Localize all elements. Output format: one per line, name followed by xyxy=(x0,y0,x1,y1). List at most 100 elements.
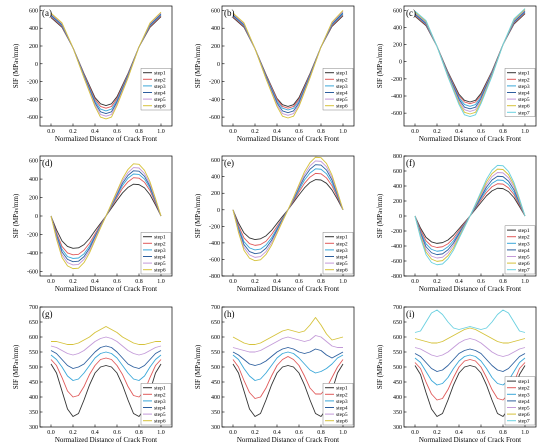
y-tick-label: 200 xyxy=(393,199,402,205)
y-tick-label: -600 xyxy=(391,259,402,265)
x-tick-label: 0.2 xyxy=(433,430,441,436)
y-tick-label: 600 xyxy=(393,8,402,14)
x-tick-label: 0.8 xyxy=(135,430,143,436)
y-tick-label: -800 xyxy=(209,274,220,280)
legend-entry: step4 xyxy=(154,406,166,412)
y-tick-label: 600 xyxy=(211,158,220,164)
y-tick-label: -200 xyxy=(209,80,220,86)
panel-label: (b) xyxy=(224,8,235,18)
series-line-step4 xyxy=(50,345,162,369)
subplot-d: 0.0 0.2 0.4 0.6 0.8 1.0 -600 -400 -200 0 200 400 600… xyxy=(12,155,173,293)
y-axis-label: SIF (MPa√mm) xyxy=(376,344,384,389)
x-tick-label: 0.2 xyxy=(433,129,441,135)
x-tick-label: 0.0 xyxy=(47,129,55,135)
panel-label: (h) xyxy=(224,309,235,319)
x-axis-label: Normalized Distance of Crack Front xyxy=(237,285,339,293)
x-tick-label: 0.0 xyxy=(229,129,237,135)
y-tick-label: 400 xyxy=(393,184,402,190)
legend-box xyxy=(322,383,354,426)
x-tick-label: 0.4 xyxy=(91,430,99,436)
panel-label: (d) xyxy=(42,158,53,168)
y-tick-label: -200 xyxy=(391,77,402,83)
legend-entry: step6 xyxy=(154,104,166,110)
x-tick-label: 0.2 xyxy=(251,430,259,436)
y-tick-label: 300 xyxy=(393,425,402,431)
subplot-a: 0.0 0.2 0.4 0.6 0.8 1.0 -600 -400 -200 0 200 400 600… xyxy=(12,5,173,143)
y-tick-label: -600 xyxy=(27,115,38,121)
y-axis-label: SIF (MPa√mm) xyxy=(194,193,202,238)
y-tick-label: 600 xyxy=(211,335,220,341)
y-tick-label: 700 xyxy=(393,305,402,311)
legend-entry: step6 xyxy=(336,268,348,274)
y-tick-label: 700 xyxy=(211,305,220,311)
legend-entry: step6 xyxy=(518,104,530,110)
x-tick-label: 0.4 xyxy=(273,279,281,285)
legend-entry: step2 xyxy=(518,235,530,241)
legend-entry: step6 xyxy=(518,261,530,267)
y-tick-label: 450 xyxy=(393,380,402,386)
y-tick-label: 650 xyxy=(29,320,38,326)
x-tick-label: 1.0 xyxy=(339,129,347,135)
x-tick-label: 0.0 xyxy=(229,279,237,285)
x-tick-label: 0.6 xyxy=(113,279,121,285)
y-tick-label: 600 xyxy=(29,335,38,341)
y-tick-label: 0 xyxy=(217,62,220,68)
x-tick-label: 0.8 xyxy=(317,129,325,135)
y-tick-label: 0 xyxy=(399,214,402,220)
x-tick-label: 0.0 xyxy=(47,430,55,436)
legend-entry: step3 xyxy=(336,399,348,405)
x-tick-label: 0.4 xyxy=(273,430,281,436)
x-tick-label: 0.4 xyxy=(91,279,99,285)
legend-entry: step6 xyxy=(336,419,348,425)
y-tick-label: -400 xyxy=(27,97,38,103)
legend-entry: step5 xyxy=(518,97,530,103)
y-tick-label: 600 xyxy=(29,8,38,14)
y-tick-label: 0 xyxy=(399,60,402,66)
legend-entry: step5 xyxy=(154,261,166,267)
legend-entry: step1 xyxy=(518,379,530,385)
y-tick-label: -400 xyxy=(209,97,220,103)
legend-entry: step4 xyxy=(518,399,530,405)
series-line-step3 xyxy=(232,351,344,381)
legend-box xyxy=(140,232,172,275)
x-tick-label: 0.2 xyxy=(69,430,77,436)
y-tick-label: 650 xyxy=(393,320,402,326)
y-tick-label: 600 xyxy=(211,8,220,14)
series-line-step6 xyxy=(232,156,344,262)
legend-entry: step2 xyxy=(154,241,166,247)
y-tick-label: 300 xyxy=(29,425,38,431)
subplot-b: 0.0 0.2 0.4 0.6 0.8 1.0 -600 -400 -200 0 200 400 600… xyxy=(194,5,355,143)
y-axis-label: SIF (MPa√mm) xyxy=(12,193,20,238)
x-tick-label: 1.0 xyxy=(339,279,347,285)
legend-entry: step3 xyxy=(518,241,530,247)
legend-entry: step1 xyxy=(518,71,530,77)
x-tick-label: 0.4 xyxy=(273,129,281,135)
x-tick-label: 0.6 xyxy=(113,430,121,436)
x-axis-label: Normalized Distance of Crack Front xyxy=(55,436,157,444)
y-tick-label: -400 xyxy=(391,244,402,250)
x-tick-label: 0.8 xyxy=(499,430,507,436)
y-axis-label: SIF (MPa√mm) xyxy=(194,344,202,389)
legend-box xyxy=(322,232,354,275)
panel-label: (g) xyxy=(42,309,53,319)
legend-entry: step3 xyxy=(336,248,348,254)
series-line-step3 xyxy=(50,351,162,381)
y-tick-label: 0 xyxy=(35,214,38,220)
subplot-c: 0.0 0.2 0.4 0.6 0.8 1.0 -600 -400 -200 0 200 400 600… xyxy=(376,5,537,143)
x-tick-label: 0.6 xyxy=(295,129,303,135)
panel-label: (c) xyxy=(406,8,416,18)
x-tick-label: 0.6 xyxy=(113,129,121,135)
y-axis-label: SIF (MPa√mm) xyxy=(376,193,384,238)
legend-entry: step7 xyxy=(518,419,530,425)
x-tick-label: 0.2 xyxy=(69,129,77,135)
legend-entry: step1 xyxy=(336,71,348,77)
x-tick-label: 1.0 xyxy=(521,430,529,436)
subplot-h: 0.0 0.2 0.4 0.6 0.8 1.0 300 350 400 450 500 550 600 6… xyxy=(194,305,355,444)
legend-entry: step2 xyxy=(336,77,348,83)
